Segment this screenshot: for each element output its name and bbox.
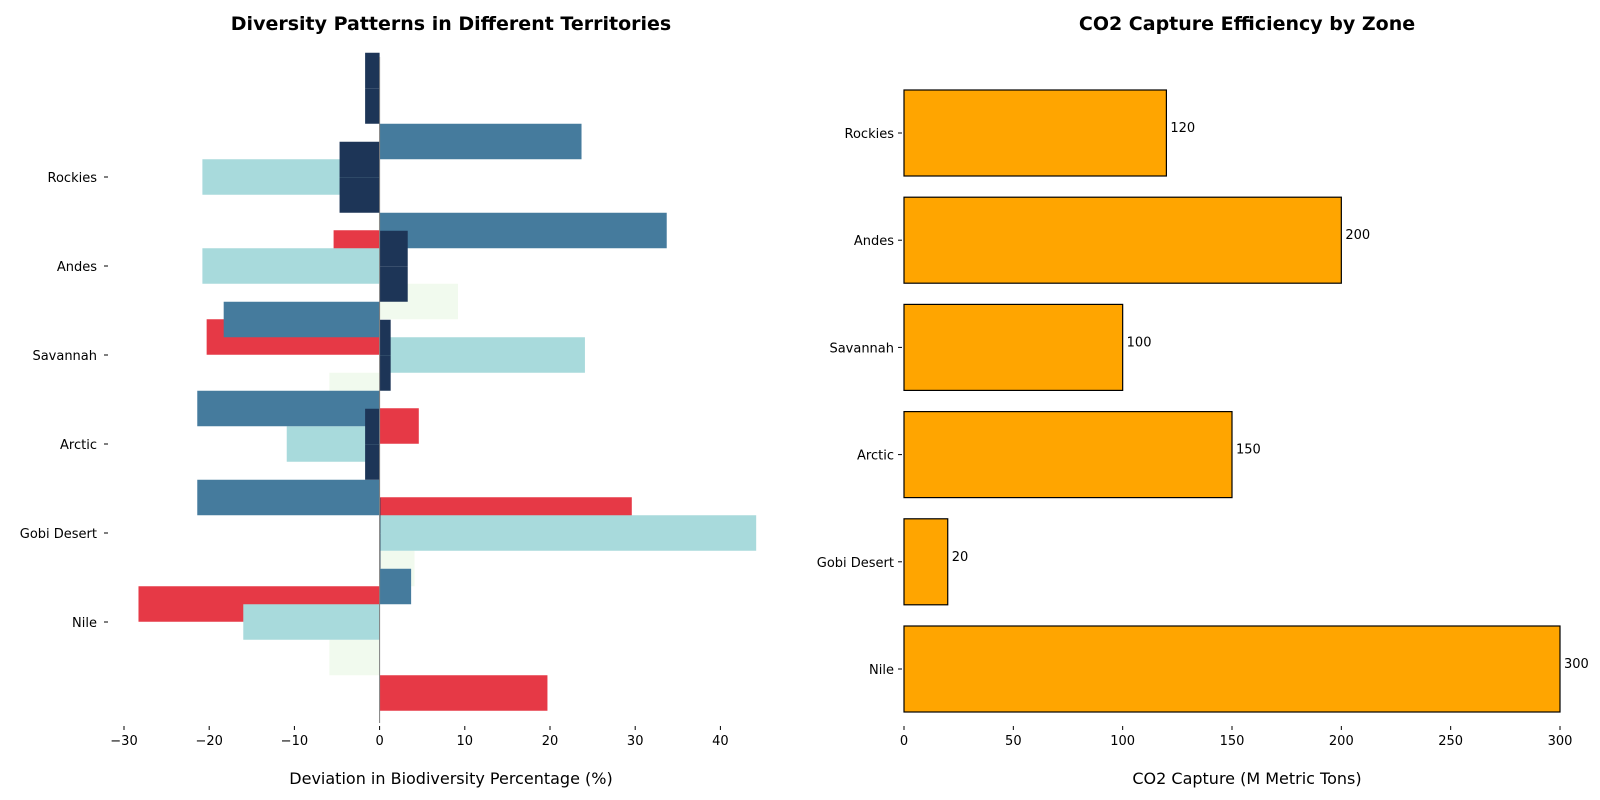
data-label-rockies: 120 bbox=[1170, 121, 1195, 136]
x-tick-label-0: −30 bbox=[110, 734, 137, 749]
co2-x-ticks: 0 50 100 150 200 250 300 bbox=[900, 726, 1573, 749]
y-tick-label-arctic: Arctic bbox=[857, 449, 894, 464]
y-tick-label-andes: Andes bbox=[854, 234, 894, 249]
co2-data-labels: 300 20 150 100 200 120 bbox=[952, 121, 1589, 672]
y-tick-label-savannah: Savannah bbox=[32, 349, 97, 364]
x-tick-label-5: 20 bbox=[542, 734, 559, 749]
bar-nile-series-2 bbox=[329, 639, 380, 676]
x-tick-label-2: −10 bbox=[281, 734, 308, 749]
bar-savannah bbox=[903, 303, 1124, 391]
diversity-x-axis-label: Deviation in Biodiversity Percentage (%) bbox=[289, 769, 612, 788]
x-tick-label-4: 200 bbox=[1329, 734, 1354, 749]
x-tick-label-3: 0 bbox=[375, 734, 383, 749]
co2-x-axis-label: CO2 Capture (M Metric Tons) bbox=[1132, 769, 1361, 788]
bar-savannah-series-6 bbox=[379, 230, 408, 267]
bar-savannah-series-1 bbox=[379, 408, 419, 444]
y-tick-label-savannah: Savannah bbox=[829, 341, 894, 356]
co2-bars bbox=[903, 89, 1561, 713]
y-tick-label-gobi-desert: Gobi Desert bbox=[20, 527, 97, 542]
data-label-gobi-desert: 20 bbox=[952, 550, 969, 565]
bar-gobi-desert-series-3 bbox=[379, 515, 757, 551]
y-tick-label-andes: Andes bbox=[57, 260, 97, 275]
y-tick-label-gobi-desert: Gobi Desert bbox=[817, 556, 894, 571]
y-tick-label-nile: Nile bbox=[869, 663, 894, 678]
diversity-chart: Diversity Patterns in Different Territor… bbox=[20, 13, 757, 788]
bar-savannah-series-4 bbox=[223, 301, 380, 338]
bar-arctic-series-6 bbox=[379, 319, 391, 356]
bar-rockies bbox=[903, 89, 1167, 177]
bar-andes-series-6 bbox=[339, 141, 380, 178]
bar-gobi-desert-series-5 bbox=[365, 444, 380, 480]
bar-andes-series-3 bbox=[202, 248, 380, 284]
x-tick-label-5: 250 bbox=[1438, 734, 1463, 749]
bar-gobi-desert-series-6 bbox=[365, 408, 380, 445]
x-tick-label-4: 10 bbox=[457, 734, 474, 749]
diversity-x-ticks: −30 −20 −10 0 10 20 30 40 bbox=[110, 726, 729, 749]
data-label-savannah: 100 bbox=[1127, 335, 1152, 350]
bar-nile-series-1 bbox=[379, 675, 548, 711]
co2-chart-title: CO2 Capture Efficiency by Zone bbox=[1079, 13, 1415, 35]
bar-savannah-series-5 bbox=[379, 266, 408, 302]
co2-chart: CO2 Capture Efficiency by Zone 300 20 150 1… bbox=[817, 13, 1589, 788]
bar-gobi-desert-series-4 bbox=[197, 479, 380, 516]
diversity-y-ticks: Nile Gobi Desert Arctic Savannah Andes Rockie… bbox=[20, 171, 108, 631]
bar-andes bbox=[903, 196, 1342, 284]
x-tick-label-6: 30 bbox=[627, 734, 644, 749]
bar-andes-series-5 bbox=[339, 177, 380, 213]
bar-rockies-series-5 bbox=[365, 88, 380, 124]
diversity-bars bbox=[138, 52, 757, 711]
x-tick-label-7: 40 bbox=[712, 734, 729, 749]
bar-gobi-desert bbox=[903, 518, 949, 606]
bar-andes-series-4 bbox=[379, 212, 667, 249]
data-label-nile: 300 bbox=[1564, 657, 1589, 672]
x-tick-label-6: 300 bbox=[1548, 734, 1573, 749]
bar-rockies-series-6 bbox=[365, 52, 380, 89]
y-tick-label-rockies: Rockies bbox=[845, 127, 895, 142]
bar-arctic-series-3 bbox=[286, 426, 380, 462]
bar-arctic-series-4 bbox=[197, 390, 380, 427]
x-tick-label-2: 100 bbox=[1110, 734, 1135, 749]
x-tick-label-1: 50 bbox=[1005, 734, 1022, 749]
co2-y-ticks: Nile Gobi Desert Arctic Savannah Andes Rockie… bbox=[817, 127, 902, 678]
bar-nile bbox=[903, 625, 1561, 713]
x-tick-label-0: 0 bbox=[900, 734, 908, 749]
bar-nile-series-3 bbox=[243, 604, 380, 640]
y-tick-label-rockies: Rockies bbox=[48, 171, 98, 186]
y-tick-label-arctic: Arctic bbox=[60, 438, 97, 453]
bar-nile-series-4 bbox=[379, 568, 412, 605]
y-tick-label-nile: Nile bbox=[72, 616, 97, 631]
bar-savannah-series-3 bbox=[379, 337, 585, 373]
bar-arctic-series-5 bbox=[379, 355, 391, 391]
data-label-arctic: 150 bbox=[1236, 443, 1261, 458]
data-label-andes: 200 bbox=[1345, 228, 1370, 243]
diversity-chart-title: Diversity Patterns in Different Territor… bbox=[231, 13, 671, 35]
bar-rockies-series-4 bbox=[379, 123, 582, 160]
x-tick-label-3: 150 bbox=[1220, 734, 1245, 749]
bar-arctic bbox=[903, 411, 1233, 499]
x-tick-label-1: −20 bbox=[195, 734, 222, 749]
